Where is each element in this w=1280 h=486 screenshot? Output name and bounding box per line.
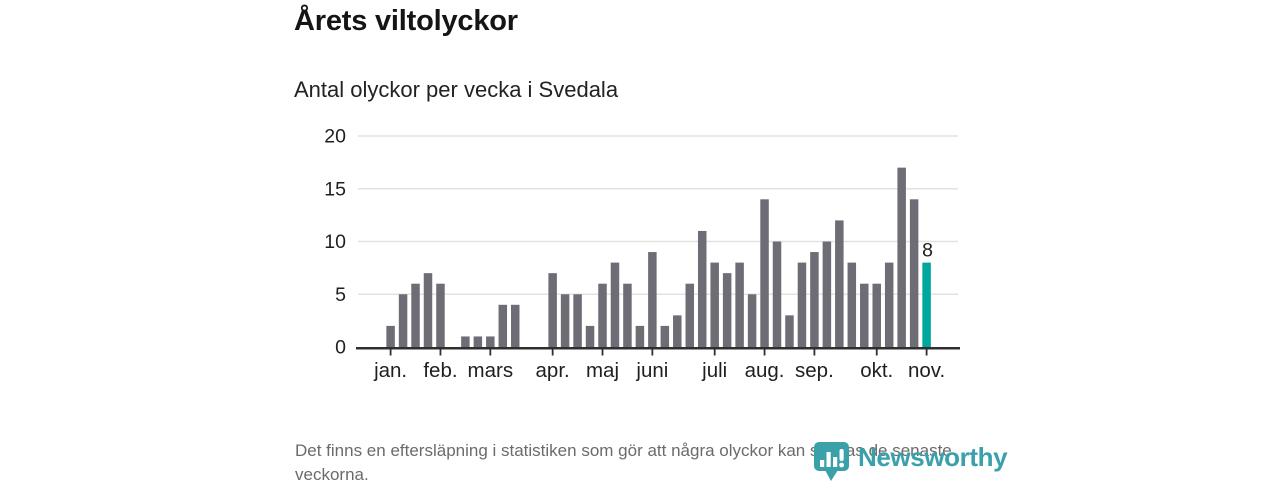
bar-week [835,220,844,347]
bar-week [548,273,557,347]
bar-week [560,294,570,347]
y-axis-tick-label: 0 [335,337,346,359]
bar-week [511,304,520,347]
x-axis-month-label: aug. [745,359,785,382]
x-axis-month-label: juli [701,359,727,382]
bar-week [897,167,906,347]
newsworthy-bubble-barchart-icon [814,442,849,481]
bar-week [747,294,757,347]
bar-week [585,325,595,347]
x-axis-month-label: okt. [860,359,893,382]
y-axis-tick-label: 15 [324,178,346,200]
x-axis-month-label: maj [586,359,619,382]
bar-week [872,283,881,347]
newsworthy-logo[interactable]: Newsworthy [812,441,1008,482]
bar-week [735,262,744,347]
bar-week [610,262,620,347]
bar-week [722,273,732,347]
bar-week [436,283,445,347]
y-axis-tick-label: 5 [335,284,346,306]
bar-week [486,336,495,347]
bar-week [860,283,869,347]
x-axis-month-label: sep. [795,359,834,382]
bar-week [623,283,632,347]
x-axis-month-label: feb. [423,359,457,382]
bar-week [461,336,470,347]
bar-week [648,252,657,347]
bar-week [411,283,420,347]
y-axis-tick-label: 10 [324,231,346,253]
bar-week [884,262,894,347]
bar-week [810,252,819,347]
footer-note: Det finns en eftersläpning i statistiken… [295,441,952,484]
bar-week [710,262,719,347]
bar-week [673,315,682,347]
bar-week [797,262,807,347]
x-axis-month-label: apr. [536,359,570,382]
bar-week [760,199,769,347]
bar-week [635,325,645,347]
bar-week [386,325,395,347]
page-title: Årets viltolyckor [294,5,518,37]
x-axis-month-label: juni [635,359,668,382]
bar-week [909,199,919,347]
bar-week [785,315,794,347]
bar-week [822,241,832,347]
bar-week [847,262,857,347]
bar-week [660,325,670,347]
y-axis-tick-label: 20 [324,126,346,148]
bar-week [598,283,607,347]
bar-week [398,294,408,347]
bar-week [423,273,433,347]
newsworthy-wordmark: Newsworthy [858,442,1008,472]
bar-week [697,230,707,347]
bar-week [772,241,782,347]
bar-week [473,336,483,347]
bar-week [573,294,582,347]
current-week-value-label: 8 [922,240,933,262]
x-axis-month-label: jan. [373,359,407,382]
weekly-bar-chart: 0 5 10 15 20 jan. feb. mars apr. maj juni juli aug. s… [324,126,960,382]
x-axis-month-label: nov. [908,359,945,382]
chart-subtitle: Antal olyckor per vecka i Svedala [294,77,619,102]
x-axis-month-label: mars [468,359,514,382]
bar-current-week [922,262,931,347]
bar-week [685,283,695,347]
bar-week [498,304,508,347]
